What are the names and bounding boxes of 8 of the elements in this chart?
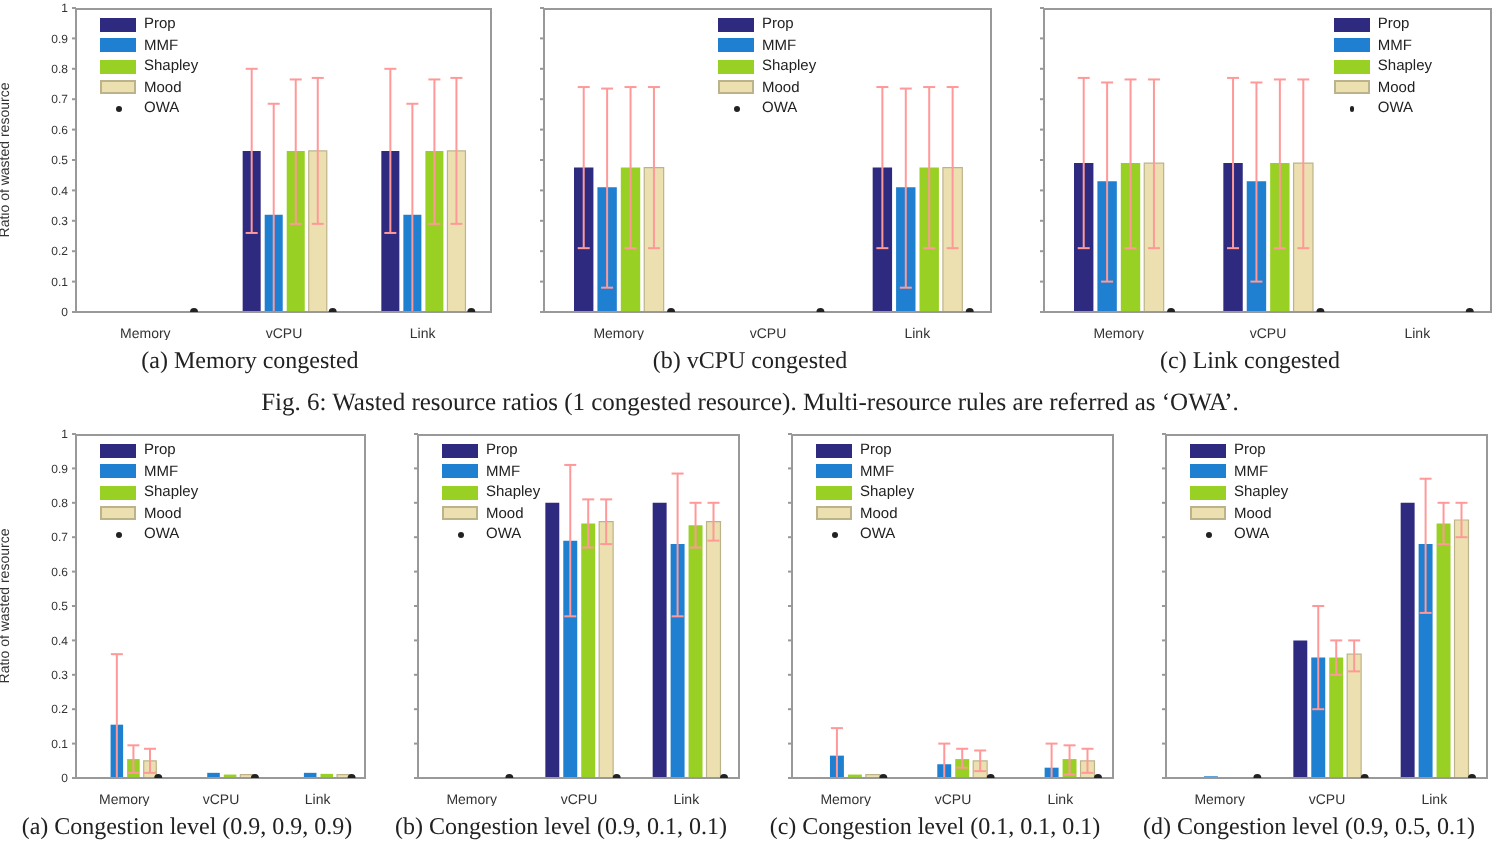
text: (c) Link congested: [1158, 346, 1342, 376]
text: (a) Congestion level (0.9, 0.9, 0.9): [19, 812, 355, 842]
text: (c) Congestion level (0.1, 0.1, 0.1): [767, 812, 1103, 842]
text: (b) vCPU congested: [650, 346, 850, 376]
caption: Fig. 6: Wasted resource ratios (1 congested resource). Multi-resource rules are referred as ‘OWA’.: [259, 388, 1241, 418]
text: (b) Congestion level (0.9, 0.1, 0.1): [393, 812, 729, 842]
text: (a) Memory congested: [139, 346, 361, 376]
text: (d) Congestion level (0.9, 0.5, 0.1): [1141, 812, 1477, 842]
